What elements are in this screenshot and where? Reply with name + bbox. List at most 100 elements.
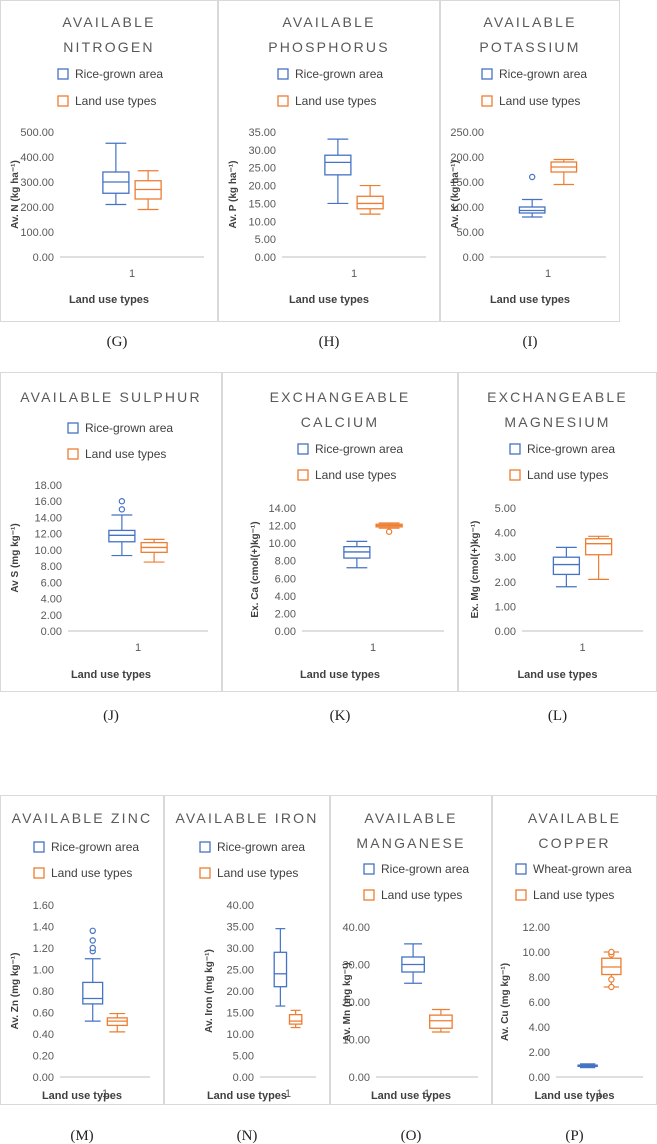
box-series-1	[102, 142, 130, 206]
chart-title: AVAILABLE	[282, 14, 375, 30]
box-series-2	[601, 948, 622, 991]
chart-panel-10: AVAILABLE COPPER Wheat-grown area Land use …	[492, 795, 657, 1144]
y-tick-label: 1.00	[495, 601, 516, 613]
legend-swatch	[33, 841, 45, 853]
iqr-box	[584, 538, 613, 556]
legend-swatch	[297, 469, 309, 481]
chart-frame	[0, 372, 222, 692]
chart-panel-2: AVAILABLE PHOSPHORUS Rice-grown area Land u…	[218, 0, 440, 350]
y-tick-label: 14.00	[268, 503, 296, 515]
chart-frame	[0, 0, 218, 322]
iqr-box	[324, 154, 352, 176]
box-series-1	[343, 540, 371, 569]
panel-label: (P)	[565, 1128, 583, 1144]
y-tick-label: 2.00	[529, 1047, 550, 1059]
box-series-2	[356, 184, 384, 215]
y-tick-label: 20.00	[342, 997, 370, 1009]
legend-label: Rice-grown area	[217, 840, 305, 854]
iqr-box	[288, 1014, 303, 1025]
box-series-1	[552, 546, 581, 588]
panel-label: (H)	[319, 334, 340, 350]
x-axis-title: Land use types	[300, 669, 380, 681]
x-axis-title: Land use types	[69, 294, 149, 306]
y-tick-label: 10.00	[268, 538, 296, 550]
y-axis-title: Av S (mg kg⁻¹)	[10, 523, 21, 592]
panel-label: (N)	[237, 1128, 258, 1144]
y-tick-label: 25.00	[248, 163, 276, 175]
outlier-point	[118, 506, 126, 513]
y-tick-label: 0.00	[33, 1072, 54, 1084]
outlier-point	[89, 937, 96, 944]
y-tick-label: 5.00	[255, 234, 276, 246]
x-axis-title: Land use types	[371, 1090, 451, 1102]
y-tick-label: 10.00	[226, 1029, 254, 1041]
legend-swatch	[277, 95, 289, 107]
y-tick-label: 5.00	[495, 503, 516, 515]
chart-title: AVAILABLE IRON	[175, 810, 318, 826]
iqr-box	[429, 1014, 453, 1029]
legend-swatch	[33, 867, 45, 879]
chart-title: EXCHANGEABLE	[487, 389, 628, 405]
legend-swatch	[363, 889, 375, 901]
legend-label: Land use types	[499, 94, 580, 108]
y-tick-label: 0.00	[33, 252, 54, 264]
chart-title: MAGNESIUM	[504, 414, 610, 430]
x-tick-label: 1	[545, 268, 551, 280]
y-tick-label: 0.00	[275, 626, 296, 638]
legend-swatch	[57, 68, 69, 80]
outlier-point	[89, 927, 96, 935]
y-tick-label: 5.00	[233, 1051, 254, 1063]
legend-label: Land use types	[217, 866, 298, 880]
y-tick-label: 4.00	[529, 1022, 550, 1034]
y-tick-label: 10.00	[522, 947, 550, 959]
x-axis-title: Land use types	[207, 1090, 287, 1102]
y-tick-label: 500.00	[20, 127, 54, 139]
box-series-1	[273, 928, 288, 1007]
chart-title: AVAILABLE	[62, 14, 155, 30]
legend-label: Land use types	[51, 866, 132, 880]
legend-swatch	[57, 95, 69, 107]
chart-title: AVAILABLE SULPHUR	[20, 389, 202, 405]
legend-label: Land use types	[527, 468, 608, 482]
box-series-2	[106, 1012, 128, 1033]
y-tick-label: 3.00	[495, 552, 516, 564]
y-tick-label: 0.40	[33, 1029, 54, 1041]
legend-label: Land use types	[75, 94, 156, 108]
y-tick-label: 10.00	[342, 1035, 370, 1047]
chart-frame	[164, 795, 330, 1105]
legend-label: Rice-grown area	[381, 862, 469, 876]
legend-swatch	[509, 443, 521, 455]
iqr-box	[82, 981, 104, 1005]
x-tick-label: 1	[129, 268, 135, 280]
y-tick-label: 14.00	[34, 512, 62, 524]
chart-title: PHOSPHORUS	[268, 39, 390, 55]
y-tick-label: 10.00	[248, 216, 276, 228]
chart-frame	[218, 0, 440, 322]
y-tick-label: 0.00	[349, 1072, 370, 1084]
y-tick-label: 40.00	[226, 900, 254, 912]
outlier-point	[608, 976, 615, 983]
x-axis-title: Land use types	[289, 294, 369, 306]
x-tick-label: 1	[135, 642, 141, 654]
y-axis-title: Av. Mn (mg kg⁻¹)	[342, 962, 353, 1041]
legend-swatch	[199, 867, 211, 879]
legend-swatch	[515, 863, 527, 875]
y-tick-label: 1.60	[33, 900, 54, 912]
y-tick-label: 1.40	[33, 922, 54, 934]
box-series-1	[324, 138, 352, 205]
legend-swatch	[67, 422, 79, 434]
outlier-point	[385, 528, 393, 535]
y-tick-label: 4.00	[275, 591, 296, 603]
legend-label: Land use types	[85, 447, 166, 461]
iqr-box	[108, 529, 136, 543]
y-tick-label: 16.00	[34, 496, 62, 508]
panel-label: (O)	[401, 1128, 422, 1144]
chart-frame	[330, 795, 492, 1105]
x-axis-title: Land use types	[534, 1090, 614, 1102]
y-tick-label: 200.00	[20, 202, 54, 214]
y-tick-label: 2.00	[495, 577, 516, 589]
x-axis-title: Land use types	[42, 1090, 122, 1102]
box-series-1	[577, 1063, 598, 1069]
y-tick-label: 0.20	[33, 1051, 54, 1063]
